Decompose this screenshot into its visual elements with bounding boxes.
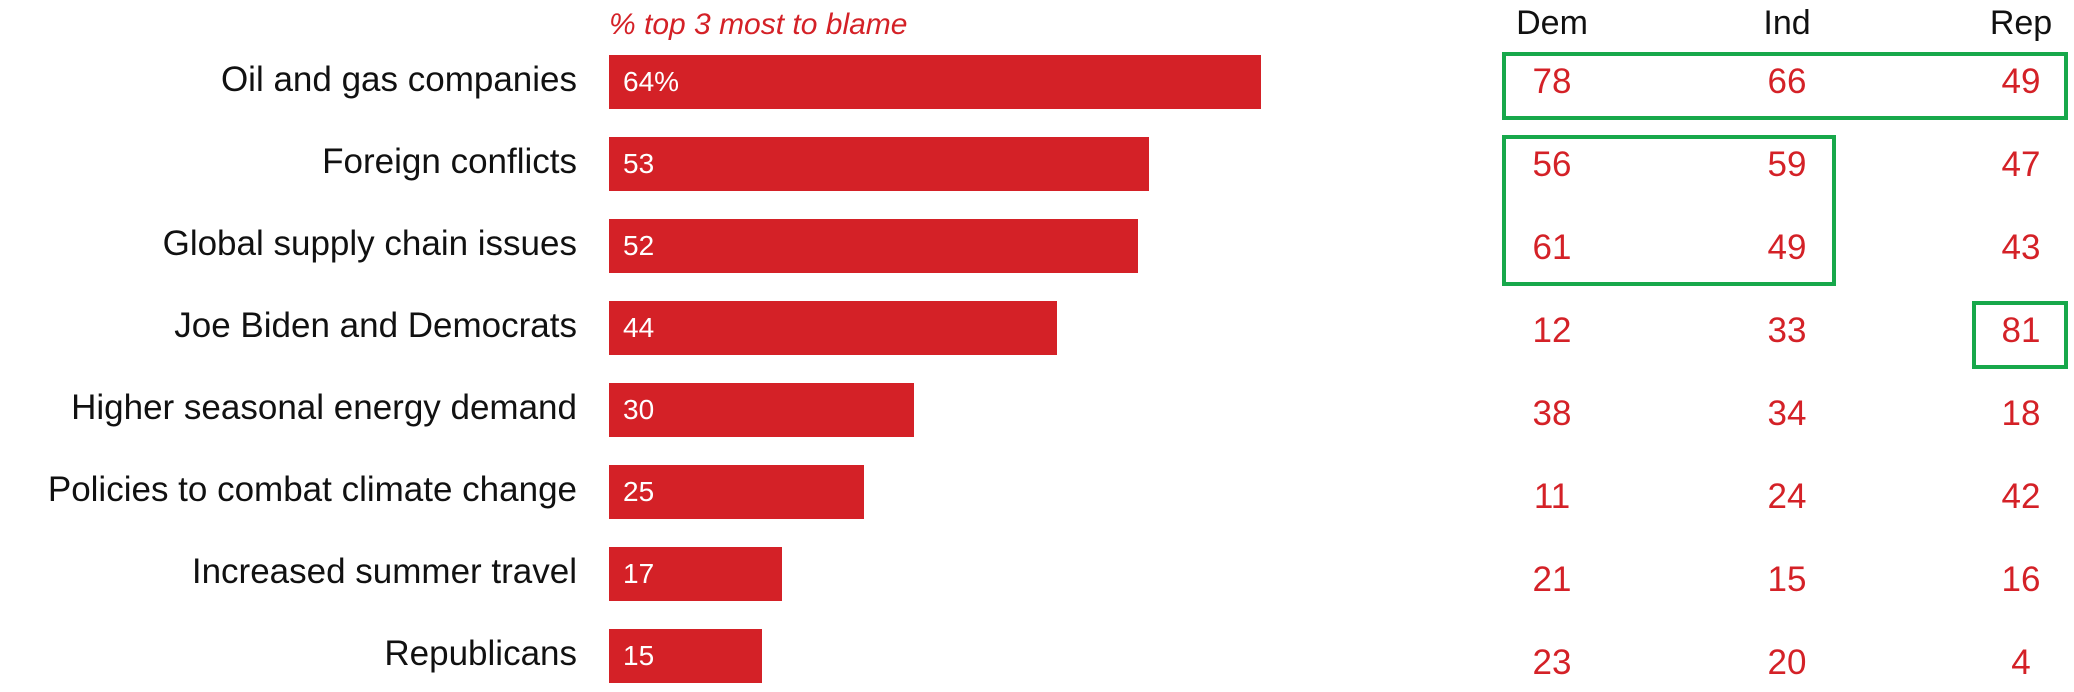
bar: 17 [609,547,783,601]
bar-value-label: 64% [623,66,680,97]
table-value: 33 [1767,311,1807,350]
category-label: Higher seasonal energy demand [71,388,577,427]
highlight-box [1502,135,1836,286]
category-label: Republicans [384,634,577,673]
table-value: 42 [2001,477,2041,516]
table-value: 49 [1767,228,1807,267]
table-value: 81 [2001,311,2041,350]
table-value: 18 [2001,394,2041,433]
table-value: 24 [1767,477,1807,516]
bar: 30 [609,383,915,437]
column-header: Ind [1763,4,1811,42]
table-value: 12 [1532,311,1572,350]
bar: 15 [609,629,762,683]
bar-value-label: 30 [623,394,655,425]
bar-value-label: 15 [623,640,655,671]
table-value: 11 [1533,477,1571,516]
table-value: 23 [1532,643,1572,682]
table-value: 59 [1767,145,1807,184]
table-value: 43 [2001,228,2041,267]
category-label: Oil and gas companies [220,60,577,99]
bar-value-label: 25 [623,476,655,507]
chart-subtitle: % top 3 most to blame [609,8,908,41]
table-value: 16 [2001,560,2041,599]
table-value: 47 [2001,145,2041,184]
bar-value-label: 53 [623,148,655,179]
table-value: 38 [1532,394,1572,433]
bar: 25 [609,465,864,519]
category-label: Foreign conflicts [322,142,577,181]
bar-value-label: 44 [623,312,655,343]
highlight-box [1972,301,2068,369]
table-value: 21 [1532,560,1572,599]
table-value: 61 [1532,228,1572,267]
column-header: Dem [1516,4,1588,42]
table-value: 66 [1767,62,1807,101]
bar: 52 [609,219,1139,273]
table-value: 20 [1767,643,1807,682]
bar-value-label: 52 [623,230,655,261]
highlight-box [1502,52,2068,120]
table-value: 15 [1767,560,1807,599]
table-value: 56 [1532,145,1572,184]
bar: 53 [609,137,1149,191]
bar: 64% [609,55,1261,109]
table-value: 4 [2011,643,2031,682]
bar-value-label: 17 [623,558,655,589]
category-label: Increased summer travel [191,552,577,591]
column-header: Rep [1989,4,2053,42]
table-value: 78 [1532,62,1572,101]
table-value: 34 [1767,394,1807,433]
category-label: Global supply chain issues [162,224,577,263]
bar: 44 [609,301,1057,355]
table-value: 49 [2001,62,2041,101]
category-label: Joe Biden and Democrats [174,306,577,345]
category-label: Policies to combat climate change [47,470,577,509]
